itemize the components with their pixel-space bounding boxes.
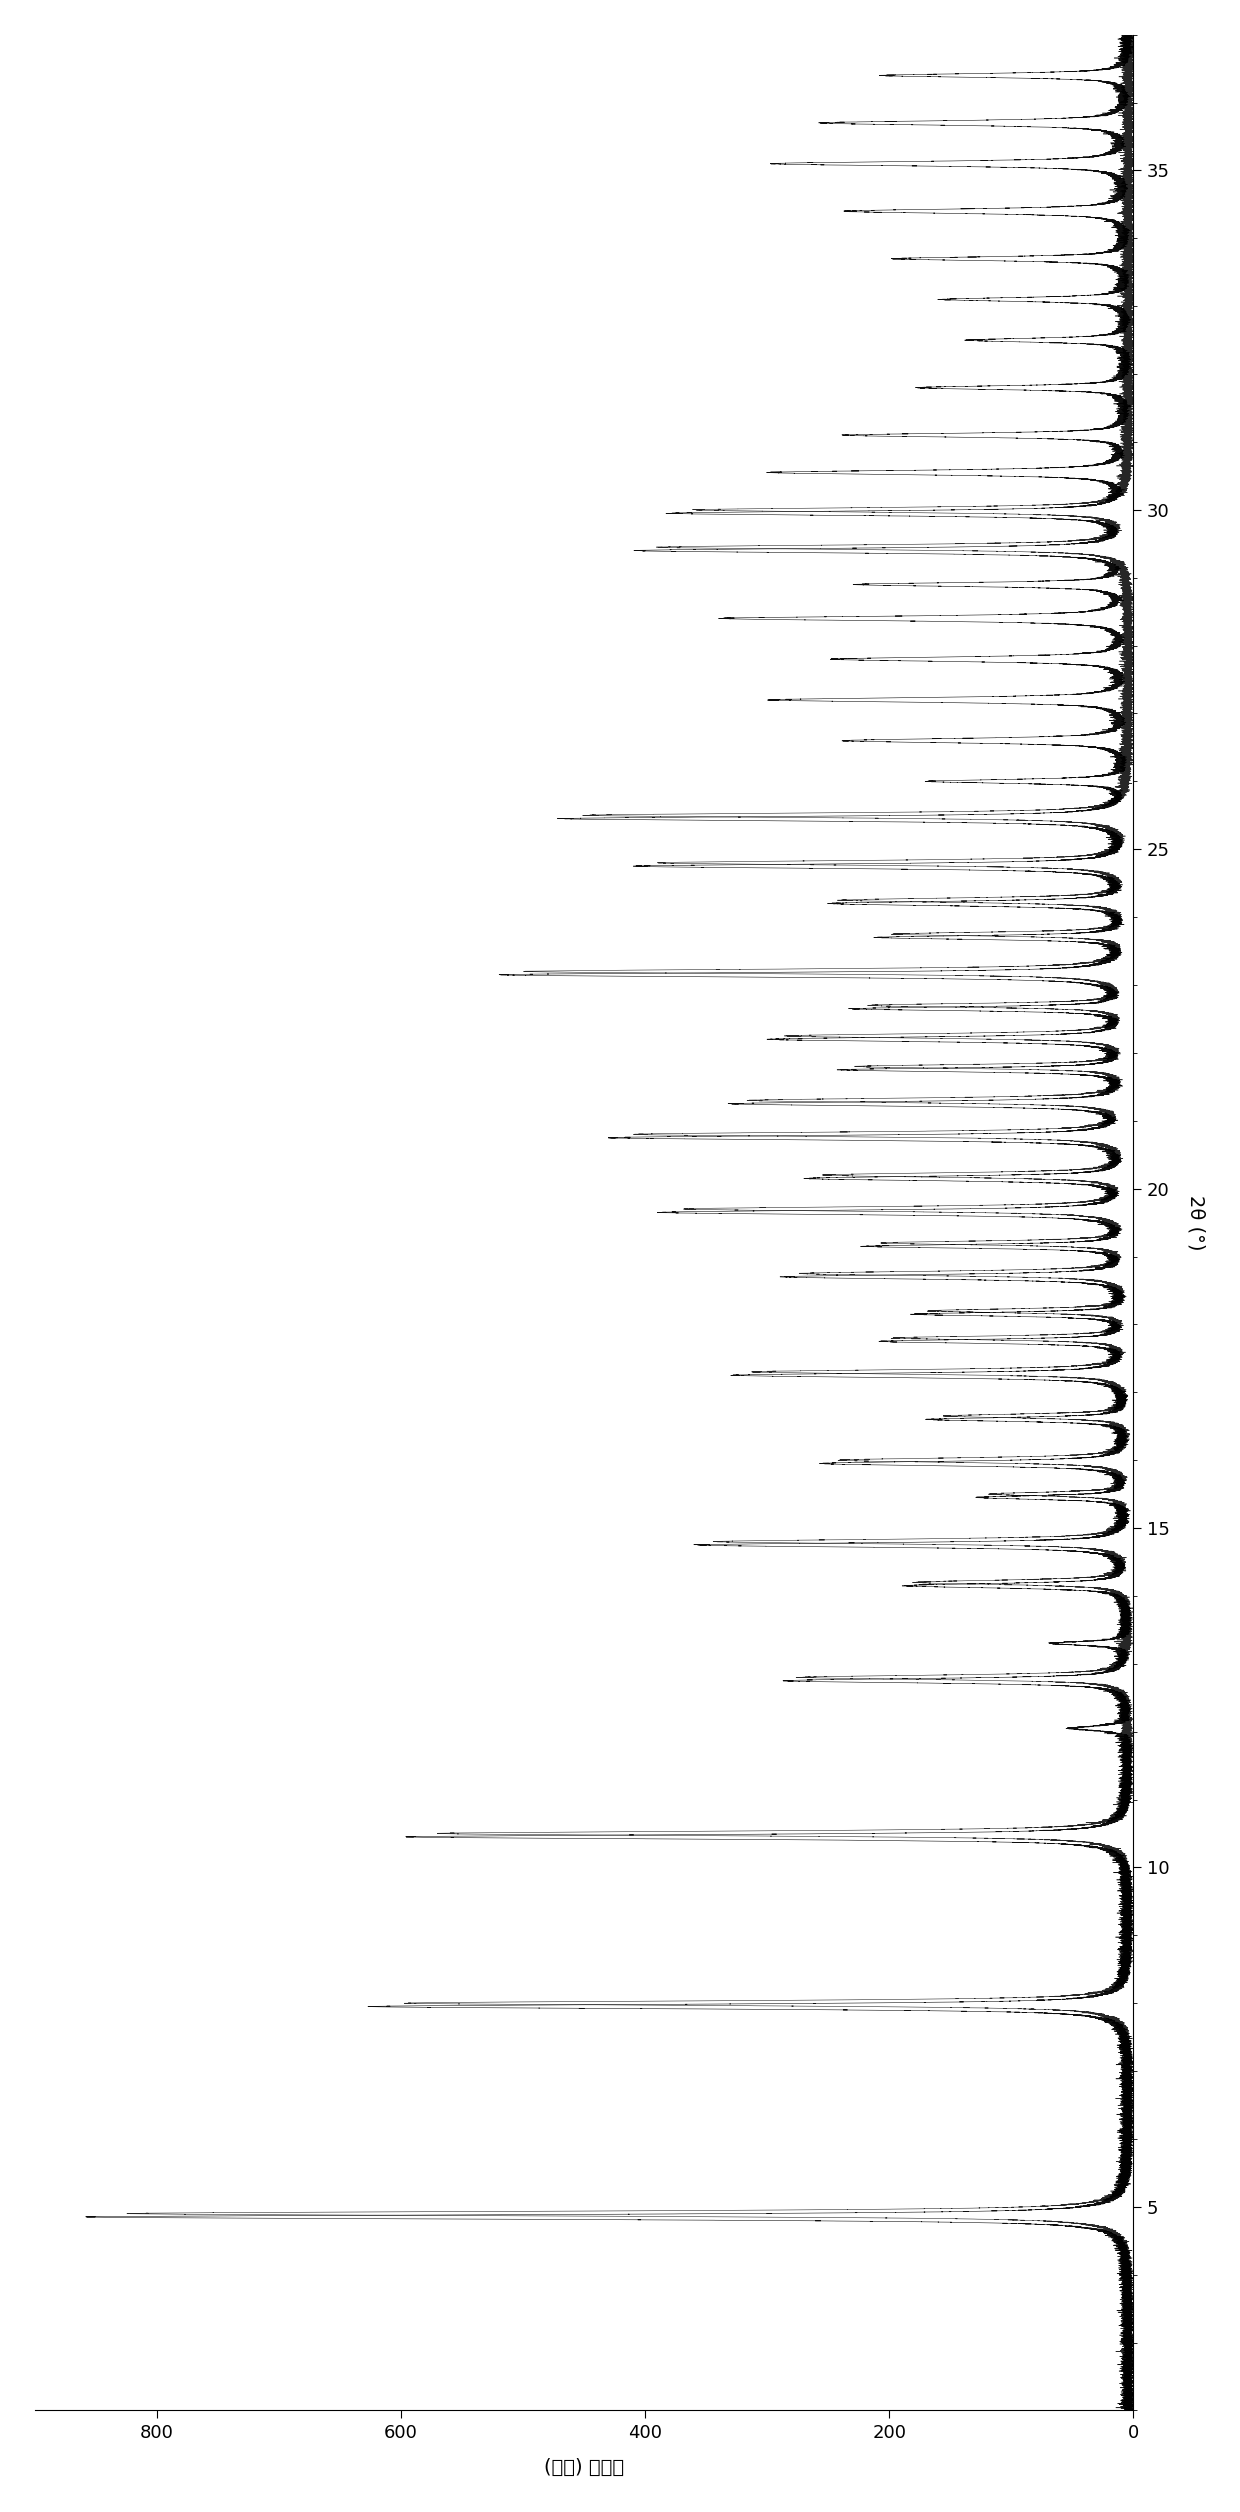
X-axis label: (強度) 相強度: (強度) 相強度: [544, 2459, 624, 2477]
Y-axis label: 2θ (°): 2θ (°): [1187, 1196, 1205, 1251]
